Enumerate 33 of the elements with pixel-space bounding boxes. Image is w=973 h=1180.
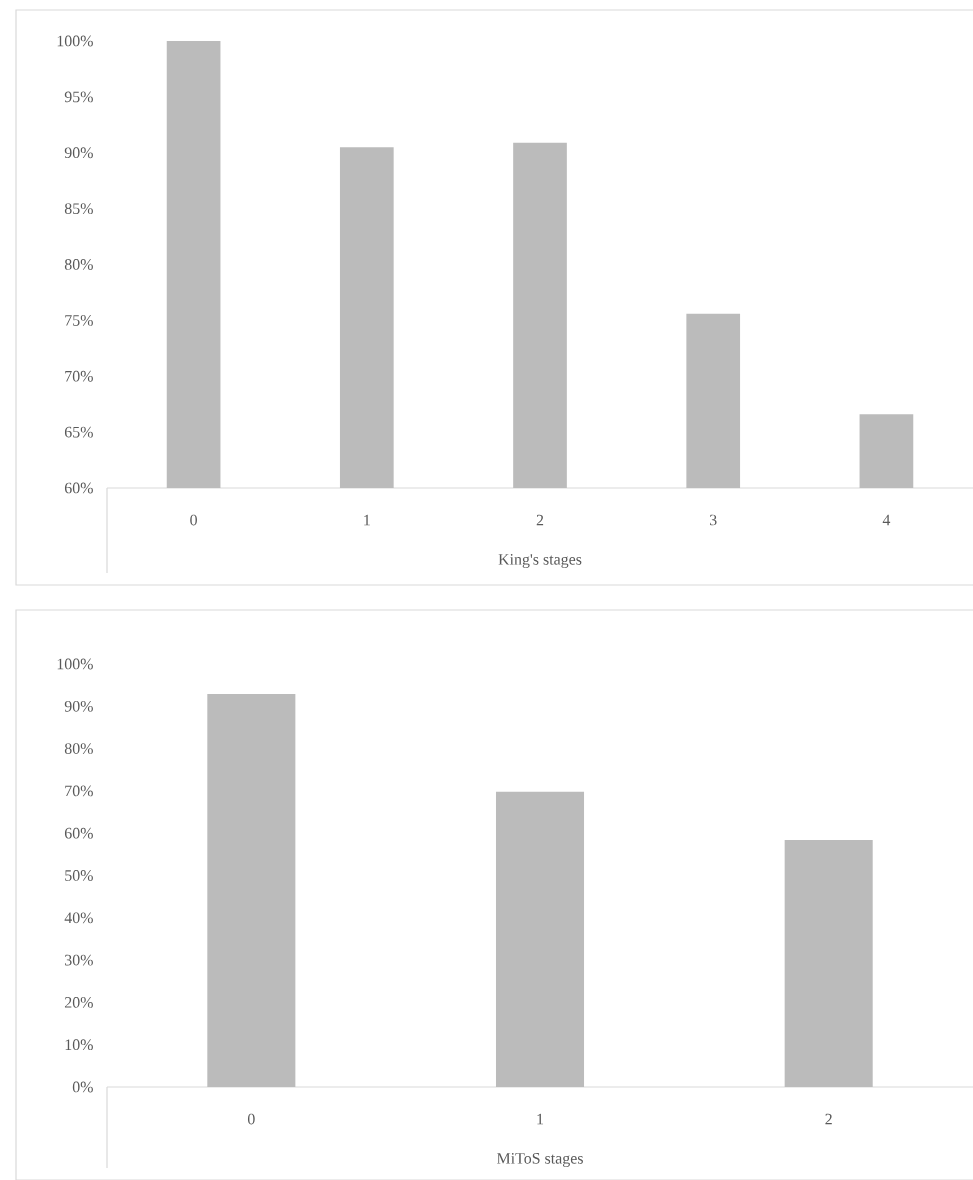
y-tick-label: 50% bbox=[65, 870, 93, 881]
y-tick-label: 0% bbox=[72, 1081, 93, 1093]
y-tick-label: 80% bbox=[64, 259, 93, 270]
y-tick-label: 20% bbox=[64, 997, 93, 1008]
x-tick-label: 4 bbox=[882, 514, 891, 526]
x-axis-title: MiToS stages bbox=[496, 1153, 583, 1168]
y-tick-label: 65% bbox=[64, 426, 93, 438]
x-axis-title: King's stages bbox=[498, 554, 582, 568]
x-tick-label: 0 bbox=[247, 1113, 255, 1125]
y-tick-label: 70% bbox=[65, 370, 93, 382]
x-tick-label: 2 bbox=[825, 1113, 832, 1125]
y-tick-label: 70% bbox=[65, 785, 93, 797]
y-tick-label: 90% bbox=[64, 147, 93, 159]
y-tick-label: 90% bbox=[64, 700, 93, 712]
y-tick-label: 100% bbox=[57, 35, 93, 47]
x-tick-label: 2 bbox=[536, 514, 544, 526]
bar bbox=[495, 791, 585, 1088]
y-tick-label: 40% bbox=[64, 912, 93, 924]
y-tick-label: 60% bbox=[64, 827, 93, 839]
bar bbox=[784, 839, 873, 1088]
y-tick-label: 100% bbox=[57, 658, 93, 670]
y-tick-label: 60% bbox=[64, 482, 93, 494]
x-tick-label: 3 bbox=[709, 514, 717, 526]
y-tick-label: 95% bbox=[64, 91, 93, 103]
x-tick-label: 0 bbox=[190, 514, 197, 526]
x-tick-label: 1 bbox=[364, 514, 370, 526]
y-tick-label: 80% bbox=[64, 743, 93, 755]
y-tick-label: 30% bbox=[65, 954, 93, 966]
y-tick-label: 85% bbox=[64, 203, 93, 215]
x-tick-label: 1 bbox=[537, 1113, 544, 1125]
y-tick-label: 10% bbox=[65, 1039, 93, 1051]
bar bbox=[207, 694, 296, 1088]
y-tick-label: 75% bbox=[65, 314, 93, 326]
